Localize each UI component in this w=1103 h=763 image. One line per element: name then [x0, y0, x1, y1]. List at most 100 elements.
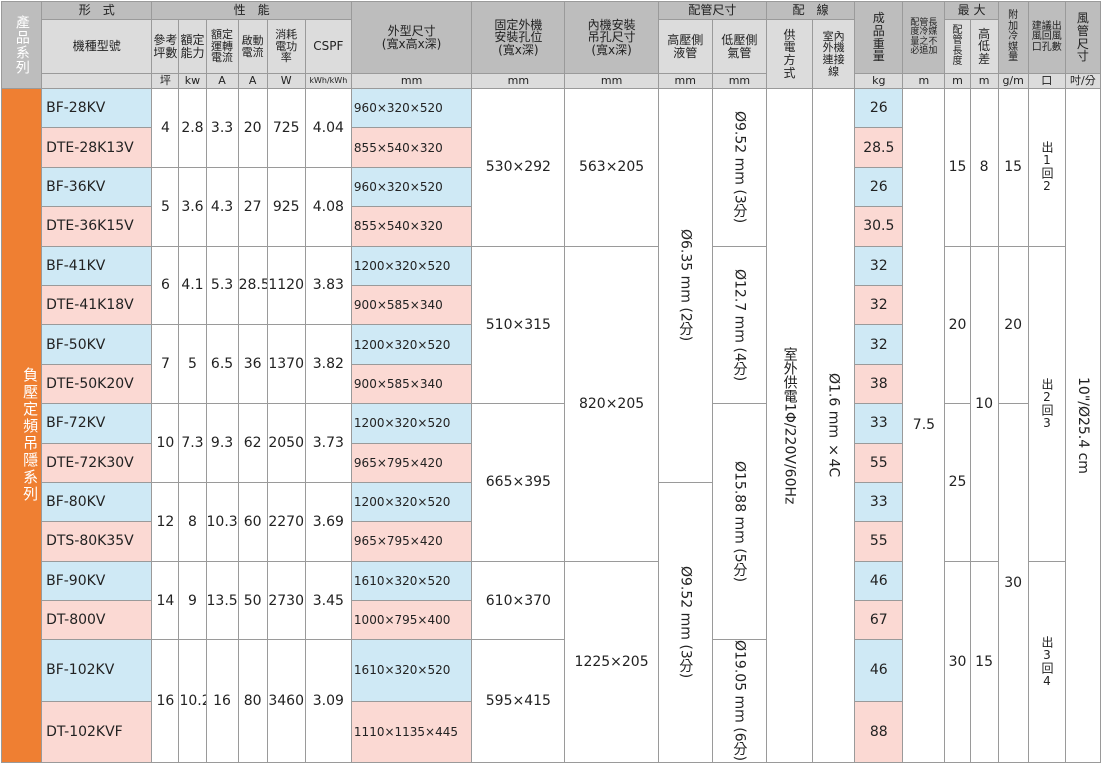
- performance-value: 12: [151, 481, 180, 562]
- dimensions: 1200×320×520: [350, 324, 473, 365]
- unit-label: m: [969, 73, 999, 89]
- weight: 26: [854, 87, 904, 129]
- weight: 88: [854, 700, 904, 763]
- performance-value: 1120: [266, 245, 306, 326]
- dimensions: 960×320×520: [350, 166, 473, 208]
- performance-value: 4.08: [304, 166, 352, 247]
- dimensions: 900×585×340: [350, 284, 473, 326]
- outlets-header: 建議出 風回風 口孔數: [1027, 1, 1066, 74]
- dimensions: 1110×1135×445: [350, 700, 473, 763]
- pipe-length: 25: [944, 403, 971, 562]
- power-supply: 室外供電1Φ/220V/60Hz: [765, 88, 814, 763]
- weight: 33: [854, 403, 904, 444]
- unit-label: kw: [178, 73, 207, 89]
- performance-value: 10.2: [178, 639, 207, 763]
- weight: 46: [854, 560, 904, 602]
- dimensions: 965×795×420: [350, 442, 473, 483]
- table-row: BF-80KV 12 8 10.3 60 2270 3.69 1200×320×520 Ø9.5…: [2, 481, 1101, 763]
- height-diff: 8: [969, 88, 999, 247]
- model: DTE-72K30V: [41, 442, 153, 483]
- table-header: 產品系列 形 式 性 能 外型尺寸 (寬x高x深) 固定外機 安裝孔位 (寬x深…: [0, 1, 1102, 89]
- mount-holes: 595×415: [471, 639, 566, 763]
- weight: 46: [854, 639, 904, 702]
- piping-header: 配管尺寸: [657, 1, 768, 20]
- outlets: 出1回2: [1027, 88, 1066, 247]
- model-header: 機種型號: [41, 19, 153, 74]
- performance-value: 725: [266, 88, 306, 168]
- gas-header: 低壓側 氣管: [711, 19, 768, 74]
- refrigerant: 15: [997, 88, 1029, 247]
- performance-value: 62: [237, 403, 268, 483]
- performance-value: 6: [151, 245, 180, 326]
- table-row: DTE-28K13V 855×540×320 28.5: [2, 127, 1101, 168]
- unit-label: mm: [350, 73, 473, 89]
- performance-value: 36: [237, 324, 268, 405]
- weight-header: 成 品 重 量: [854, 1, 904, 74]
- weight: 32: [854, 284, 904, 326]
- liquid-header: 高壓側 液管: [657, 19, 713, 74]
- performance-value: 10.3: [205, 481, 239, 562]
- model: DTE-41K18V: [41, 284, 153, 326]
- table-row: DTE-72K30V 965×795×420 55: [2, 442, 1101, 483]
- no-add-length: 7.5: [902, 88, 946, 763]
- performance-value: 5: [151, 166, 180, 247]
- model: BF-28KV: [41, 87, 153, 129]
- performance-value: 50: [237, 560, 268, 641]
- duct-header: 風 管 尺 寸: [1064, 1, 1102, 74]
- wire-header: 室內 外機 連接 線: [812, 19, 856, 89]
- pipe-length: 20: [944, 245, 971, 405]
- dimensions: 855×540×320: [350, 127, 473, 168]
- performance-value: 1370: [266, 324, 306, 405]
- performance-header: 性 能: [151, 1, 352, 20]
- performance-value: 3.69: [304, 481, 352, 562]
- performance-value: 2050: [266, 403, 306, 483]
- height-diff-header: 高 低 差: [969, 19, 999, 74]
- form-header: 形 式: [41, 1, 153, 20]
- unit-label: g/m: [997, 73, 1029, 89]
- performance-value: 9.3: [205, 403, 239, 483]
- table-row: 負壓定頻吊隱系列 BF-28KV 4 2.8 3.3 20 725 4.04 960×320×5…: [0, 87, 1102, 763]
- hanger-holes: 1225×205: [564, 560, 659, 763]
- series-name: 負壓定頻吊隱系列: [0, 88, 43, 763]
- unit-label: mm: [657, 73, 713, 89]
- series-header: 產品系列: [0, 1, 43, 89]
- dimensions: 900×585×340: [350, 363, 473, 405]
- unit-label: mm: [711, 73, 768, 89]
- table-row: DTS-80K35V 965×795×420 55: [2, 521, 1101, 562]
- liquid-pipe: Ø9.52 mm (3分): [657, 481, 713, 763]
- performance-value: 9: [178, 560, 207, 641]
- weight: 33: [854, 481, 904, 523]
- performance-col-header: 額定 運轉 電流: [205, 19, 239, 74]
- model: DTE-28K13V: [41, 127, 153, 168]
- dimensions: 1200×320×520: [350, 481, 473, 523]
- weight: 28.5: [854, 127, 904, 168]
- refrigerant: 20: [997, 245, 1029, 405]
- unit-label: kg: [854, 73, 904, 89]
- performance-value: 4: [151, 88, 180, 168]
- table-row: BF-50KV 7 5 6.5 36 1370 3.82 1200×320×520 32: [2, 324, 1101, 405]
- unit-label: m: [902, 73, 946, 89]
- performance-value: 4.3: [205, 166, 239, 247]
- weight: 38: [854, 363, 904, 405]
- weight: 55: [854, 521, 904, 562]
- unit-label: m: [944, 73, 971, 89]
- model: DTE-36K15V: [41, 206, 153, 247]
- dimensions: 1610×320×520: [350, 639, 473, 702]
- performance-value: 27: [237, 166, 268, 247]
- performance-value: 10: [151, 403, 180, 483]
- unit-cell: [41, 73, 153, 89]
- performance-value: 3.6: [178, 166, 207, 247]
- performance-value: 20: [237, 88, 268, 168]
- performance-value: 2730: [266, 560, 306, 641]
- model: BF-80KV: [41, 481, 153, 523]
- dimensions: 965×795×420: [350, 521, 473, 562]
- dimensions: 1200×320×520: [350, 245, 473, 286]
- weight: 32: [854, 245, 904, 286]
- wiring-header: 配 線: [765, 1, 856, 20]
- table-row: BF-72KV 10 7.3 9.3 62 2050 3.73 1200×320×520 665…: [2, 403, 1101, 763]
- duct-size: 10"/Ø25.4 cm: [1064, 88, 1102, 763]
- mount-header: 固定外機 安裝孔位 (寬x深): [471, 1, 566, 74]
- weight: 30.5: [854, 206, 904, 247]
- power-header: 供 電 方 式: [765, 19, 814, 89]
- performance-value: 5.3: [205, 245, 239, 326]
